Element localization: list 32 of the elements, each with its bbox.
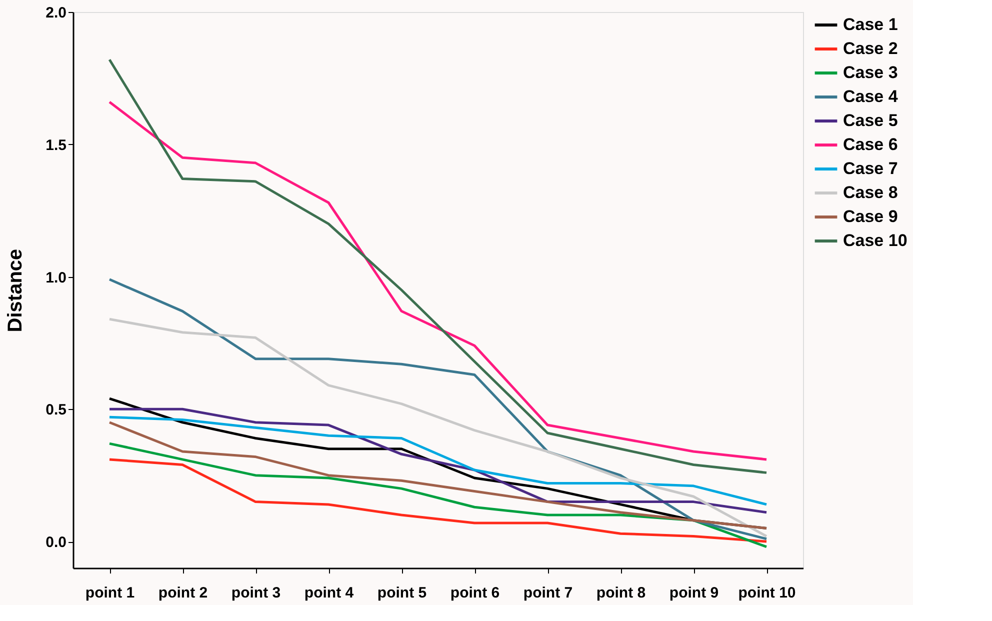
line-series <box>108 416 768 506</box>
line-series <box>108 442 768 548</box>
x-tick-label: point 8 <box>596 584 646 602</box>
y-tick-label: 1.0 <box>46 269 66 286</box>
x-tick-label: point 9 <box>669 584 719 602</box>
x-tick-label: point 1 <box>85 584 135 602</box>
line-series <box>108 458 768 543</box>
x-tick-label: point 6 <box>450 584 500 602</box>
legend-label: Case 6 <box>843 135 898 154</box>
legend-label: Case 2 <box>843 39 898 58</box>
legend-label: Case 5 <box>843 111 898 130</box>
legend-label: Case 9 <box>843 207 898 226</box>
y-axis-title: Distance <box>4 248 27 332</box>
legend-label: Case 3 <box>843 63 898 82</box>
x-tick-label: point 2 <box>158 584 208 602</box>
legend-label: Case 8 <box>843 183 898 202</box>
y-tick-label: 0.5 <box>46 402 66 419</box>
line-series <box>108 421 768 530</box>
legend-label: Case 7 <box>843 159 898 178</box>
legend-label: Case 1 <box>843 15 898 34</box>
x-tick-label: point 5 <box>377 584 427 602</box>
legend-label: Case 10 <box>843 231 908 250</box>
x-tick-label: point 4 <box>304 584 354 602</box>
y-tick-label: 2.0 <box>46 4 66 22</box>
line-series <box>108 318 768 538</box>
y-tick-label: 1.5 <box>46 136 66 154</box>
legend-label: Case 4 <box>843 87 898 106</box>
x-tick-label: point 7 <box>523 584 573 602</box>
y-tick-label: 0.0 <box>46 534 66 552</box>
x-tick-label: point 10 <box>738 584 796 602</box>
x-tick-label: point 3 <box>231 584 281 602</box>
line-series <box>108 408 768 514</box>
